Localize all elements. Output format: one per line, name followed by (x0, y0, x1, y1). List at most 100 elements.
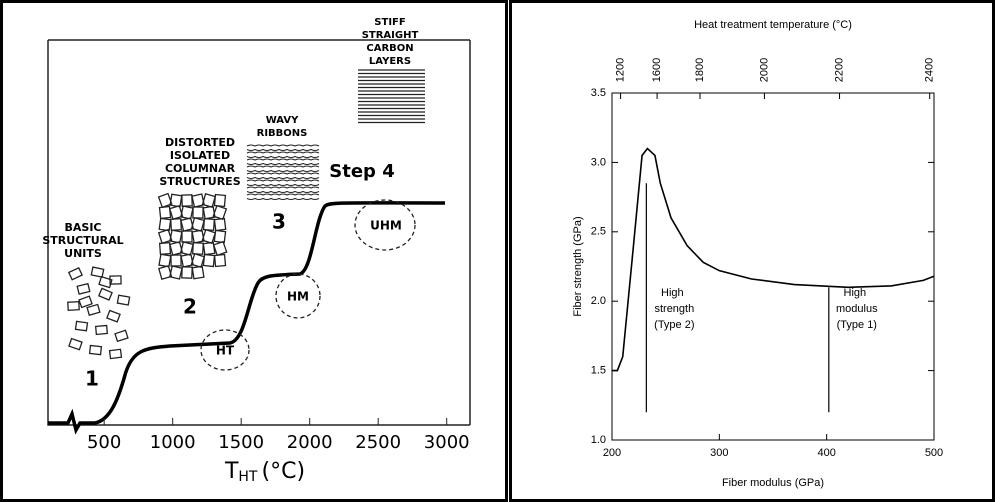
columnar-unit (202, 217, 216, 232)
columnar-unit (191, 193, 206, 208)
annotation: DISTORTED (165, 136, 235, 149)
columnar-unit (212, 240, 228, 257)
annotation: 3 (272, 210, 286, 234)
annotation: STIFF (374, 17, 405, 28)
structural-unit (67, 301, 80, 311)
x2-tick-label: 2000 (758, 58, 770, 82)
columnar-unit (158, 217, 172, 232)
x-label-main: T (224, 459, 239, 484)
x-tick-label: 1500 (218, 432, 264, 453)
columnar-unit (157, 228, 173, 245)
structural-unit (76, 282, 91, 295)
columnar-unit (169, 241, 184, 256)
y-tick-label: 3.0 (591, 156, 606, 168)
x-tick-label: 200 (603, 447, 621, 459)
y-tick-label: 3.5 (591, 87, 606, 99)
columnar-unit (180, 217, 195, 232)
x2-tick-label: 1600 (651, 58, 663, 82)
left-illustration (47, 39, 471, 435)
annotation: 1 (85, 367, 99, 391)
annotation: Step 4 (329, 161, 394, 182)
columnar-unit (158, 253, 172, 268)
x-tick-label: 300 (710, 447, 728, 459)
x-tick-label: 500 (87, 432, 121, 453)
reference-label: High (844, 287, 867, 299)
wavy-ribbon (246, 186, 320, 189)
structural-unit (108, 348, 123, 360)
columnar-unit (192, 206, 204, 219)
structural-unit (98, 275, 113, 289)
columnar-unit (213, 253, 227, 268)
structural-unit (74, 320, 89, 332)
columnar-unit (168, 265, 183, 280)
right-panel-border (509, 0, 995, 502)
wavy-ribbon (246, 148, 320, 151)
annotation: 2 (183, 295, 197, 319)
wavy-ribbon (246, 193, 320, 196)
columnar-unit (157, 192, 173, 209)
columnar-unit (181, 230, 193, 243)
annotation: UNITS (64, 247, 102, 260)
left-panel-border (0, 0, 508, 502)
columnar-unit (181, 194, 193, 207)
reference-label: strength (654, 303, 694, 315)
x-tick-label: 2000 (287, 432, 333, 453)
x-tick-label: 400 (817, 447, 835, 459)
x-axis-label: THT (°C) (224, 459, 305, 485)
structural-unit (67, 266, 83, 281)
wavy-ribbon (246, 158, 320, 161)
annotation: STRAIGHT (362, 30, 419, 41)
columnar-unit (202, 205, 216, 220)
wavy-ribbon (246, 151, 320, 154)
annotation: RIBBONS (257, 128, 308, 139)
annotation: ISOLATED (170, 149, 230, 162)
columnar-unit (192, 242, 204, 255)
wavy-ribbon (246, 183, 320, 186)
x2-tick-label: 2200 (833, 58, 845, 82)
annotation: HT (216, 344, 235, 358)
structural-unit (68, 337, 83, 351)
columnar-unit (180, 253, 194, 268)
wavy-ribbon (246, 155, 320, 158)
columnar-unit (179, 241, 194, 256)
wavy-ribbon (246, 169, 320, 172)
x-tick-label: 1000 (150, 432, 196, 453)
columnar-unit (158, 265, 173, 280)
x2-tick-label: 1200 (614, 58, 626, 82)
structural-unit (88, 344, 103, 356)
wavy-ribbon (246, 162, 320, 165)
columnar-unit (213, 229, 227, 244)
structural-unit (78, 295, 93, 309)
columnar-unit (213, 217, 227, 232)
structural-unit (94, 324, 109, 336)
x2-tick-label: 2400 (924, 58, 936, 82)
columnar-unit (169, 229, 183, 244)
columnar-unit (158, 241, 172, 256)
columnar-unit (169, 193, 183, 208)
y-tick-label: 1.5 (591, 365, 606, 377)
columnar-unit (168, 204, 184, 221)
reference-label: (Type 1) (837, 319, 877, 331)
annotation: LAYERS (369, 56, 411, 67)
x-label-sub: HT (238, 469, 258, 485)
reference-label: High (661, 287, 684, 299)
columnar-unit (180, 205, 194, 220)
y-tick-label: 2.0 (591, 295, 606, 307)
structural-unit (86, 303, 101, 317)
wavy-ribbon (246, 172, 320, 175)
columnar-unit (212, 204, 228, 221)
structural-unit (114, 329, 129, 343)
annotation: STRUCTURES (159, 175, 240, 188)
data-line (612, 147, 935, 372)
columnar-unit (191, 265, 205, 280)
reference-label: (Type 2) (654, 319, 694, 331)
x2-tick-label: 1800 (694, 58, 706, 82)
y-tick-label: 2.5 (591, 226, 606, 238)
annotation: WAVY (266, 115, 299, 126)
wavy-ribbon (246, 197, 320, 200)
columnar-unit (170, 218, 182, 231)
columnar-unit (202, 241, 216, 256)
columnar-unit (158, 205, 172, 220)
structural-unit (109, 275, 122, 285)
